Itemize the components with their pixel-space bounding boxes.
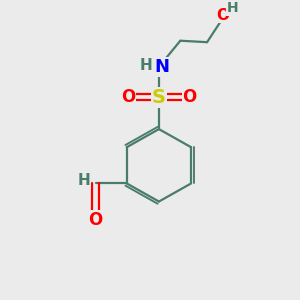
Text: S: S	[152, 88, 166, 107]
Text: O: O	[88, 211, 103, 229]
Text: N: N	[154, 58, 169, 76]
Text: O: O	[182, 88, 197, 106]
Text: H: H	[78, 173, 91, 188]
Text: O: O	[216, 8, 229, 23]
Text: H: H	[227, 1, 239, 15]
Text: H: H	[140, 58, 153, 73]
Text: O: O	[121, 88, 135, 106]
